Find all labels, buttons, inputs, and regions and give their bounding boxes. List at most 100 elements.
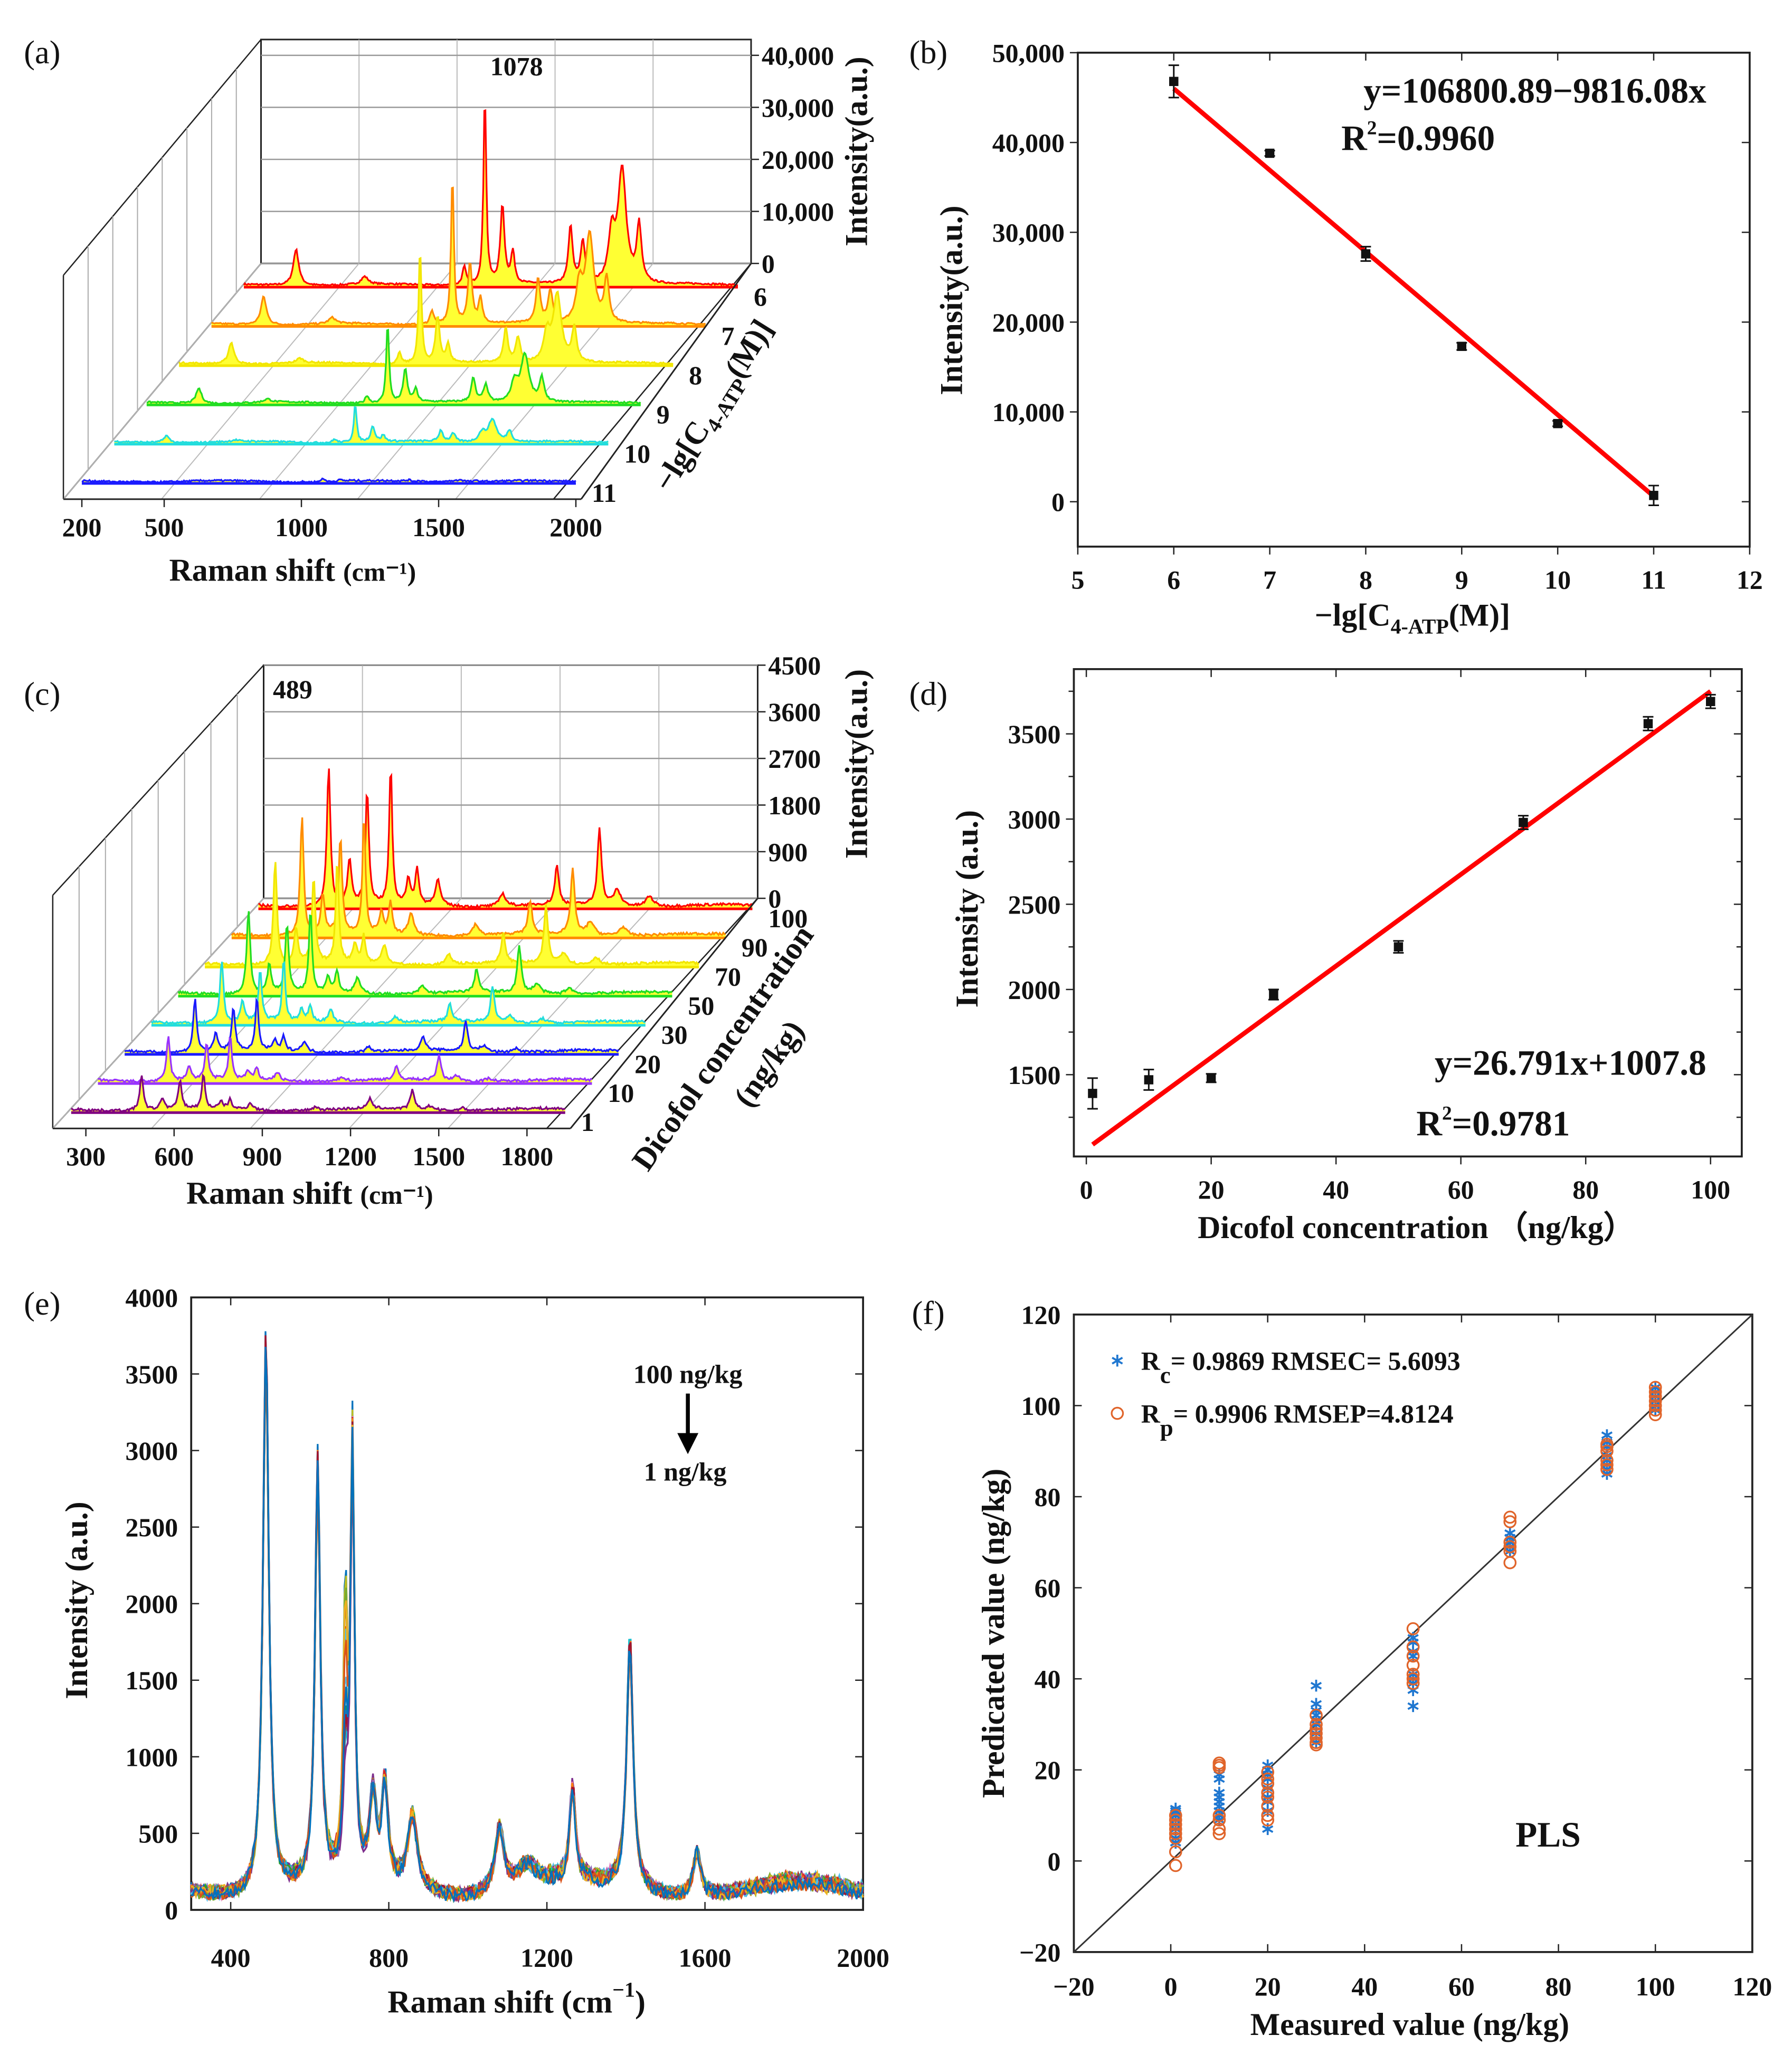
x-tick-label: 500 xyxy=(145,513,184,542)
data-point xyxy=(1269,990,1278,1000)
prediction-point xyxy=(1406,1658,1420,1672)
prediction-point xyxy=(1310,1718,1323,1731)
prediction-point xyxy=(1212,1827,1226,1840)
spectrum-line xyxy=(190,1365,864,1901)
x-tick-label: 400 xyxy=(211,1943,251,1972)
floor-gridline xyxy=(52,898,264,1129)
asterisk-stroke xyxy=(1262,1807,1274,1815)
plot-frame xyxy=(190,1296,864,1911)
prediction-point xyxy=(1261,1765,1275,1779)
x-tick-label: −20 xyxy=(1053,1972,1094,2001)
prediction-point xyxy=(1600,1458,1614,1471)
superscript: 2 xyxy=(1442,1102,1452,1124)
asterisk-stroke xyxy=(1649,1383,1661,1392)
y-tick-label: 2000 xyxy=(125,1590,178,1619)
prediction-point xyxy=(1503,1510,1517,1524)
spectrum-line xyxy=(190,1338,864,1901)
equation: y=106800.89−9816.08x xyxy=(1363,71,1706,111)
spectrum-line xyxy=(190,1342,864,1902)
z-tick-label: 3600 xyxy=(768,698,821,727)
spectrum-line xyxy=(190,1347,864,1900)
y-tick-label: 3500 xyxy=(125,1360,178,1389)
y-tick-label: 10,000 xyxy=(992,398,1065,427)
panel-e: 400 800 1200 1600 2000 0 500 1000 1500 2000 2500 30… xyxy=(24,1283,889,2020)
asterisk-stroke xyxy=(1112,1356,1123,1365)
x-tick-label: 1000 xyxy=(275,513,328,542)
r-squared: R2=0.9781 xyxy=(1416,1102,1570,1143)
prediction-point xyxy=(1310,1708,1323,1722)
spectrum-line xyxy=(190,1374,864,1901)
x-tick-label: 60 xyxy=(1448,1972,1475,2001)
depth-axis xyxy=(570,898,758,1129)
x-tick-label: 20 xyxy=(1198,1175,1225,1204)
floor-gridline xyxy=(357,263,556,500)
spectrum-line xyxy=(190,1354,864,1899)
z-tick-label: 20,000 xyxy=(762,145,834,174)
spectrum-line xyxy=(191,1359,864,1903)
z-tick-label: 30,000 xyxy=(762,93,834,122)
prediction-point xyxy=(1600,1462,1614,1476)
x-axis-title: Measured value (ng/kg) xyxy=(1250,2007,1569,2042)
legend-stats: = 0.9906 RMSEP=4.8124 xyxy=(1173,1400,1454,1429)
asterisk-stroke xyxy=(1310,1729,1322,1737)
prediction-point xyxy=(1169,1822,1182,1836)
spectrum-line xyxy=(190,1341,864,1901)
x-tick-label: 11 xyxy=(1641,566,1666,595)
series-fill-7 xyxy=(211,187,706,327)
z-tick-label: 4500 xyxy=(768,651,821,680)
y-tick-label: 120 xyxy=(1021,1300,1061,1329)
prediction-point xyxy=(1600,1444,1614,1458)
spectrum-line xyxy=(190,1341,864,1900)
data-point xyxy=(1144,1075,1154,1085)
prediction-point xyxy=(1212,1756,1226,1770)
data-point xyxy=(1169,77,1179,87)
y-tick-label: 2500 xyxy=(1008,890,1061,919)
back-wall xyxy=(262,664,766,899)
y-tick-label: 40 xyxy=(1035,1665,1061,1694)
x-tick-label: 2000 xyxy=(549,513,602,542)
y-axis-title: Intensity (a.u.) xyxy=(950,810,984,1007)
asterisk-stroke xyxy=(1407,1648,1419,1656)
prediction-point xyxy=(1406,1622,1420,1635)
x-tick-label: 0 xyxy=(1080,1175,1093,1204)
spectrum-line xyxy=(191,1335,864,1903)
asterisk-stroke xyxy=(1310,1700,1322,1708)
prediction-point xyxy=(1310,1722,1323,1736)
z-tick-label: 10,000 xyxy=(762,197,834,226)
x-tick-label: 2000 xyxy=(837,1943,889,1972)
subscript: p xyxy=(1160,1414,1173,1441)
x-tick-label: 900 xyxy=(243,1142,282,1171)
y-tick-label: 20 xyxy=(1035,1756,1061,1785)
spectrum-line xyxy=(190,1349,864,1901)
x-tick-label: 12 xyxy=(1737,566,1763,595)
prediction-point xyxy=(1406,1668,1420,1681)
x-axis-title: Raman shift (cm⁻¹) xyxy=(186,1176,433,1211)
prediction-point xyxy=(1261,1786,1275,1800)
prediction-point xyxy=(1212,1822,1226,1836)
r-squared-value: =0.9781 xyxy=(1452,1104,1570,1143)
data-point xyxy=(1361,249,1371,259)
x-tick-label: 200 xyxy=(62,513,102,542)
data-point xyxy=(1705,697,1715,706)
x-tick-label: 60 xyxy=(1448,1175,1474,1204)
prediction-point xyxy=(1600,1453,1614,1467)
x-tick-label: 10 xyxy=(1544,566,1571,595)
x-axis-unit: (cm⁻¹) xyxy=(360,1181,433,1210)
prediction-point xyxy=(1169,1831,1182,1845)
spectrum-line xyxy=(190,1331,864,1901)
annotation-top: 100 ng/kg xyxy=(633,1360,743,1389)
legend-entry-prediction: Rp= 0.9906 RMSEP=4.8124 xyxy=(1141,1400,1454,1441)
panel-f: −20 0 20 40 60 80 100 120 −20 0 20 40 60 80 100 120 (f) R… xyxy=(912,1295,1772,2042)
y-axis-title: Intensity(a.u.) xyxy=(934,205,969,395)
calibration-point xyxy=(1407,1700,1419,1713)
x-axis-title: Dicofol concentration （ng/kg） xyxy=(1198,1210,1635,1245)
series-fill-9 xyxy=(146,330,641,405)
legend-entry-calibration: Rc= 0.9869 RMSEC= 5.6093 xyxy=(1141,1347,1461,1388)
x-tick-label: 600 xyxy=(154,1142,194,1171)
prediction-point xyxy=(1169,1845,1182,1859)
series-fill-50 xyxy=(178,911,672,996)
legend-marker-prediction xyxy=(1111,1406,1124,1420)
panel-c: (c)0900180027003600450010090705030201013… xyxy=(24,651,874,1211)
y-axis-title: Predicated value (ng/kg) xyxy=(976,1469,1011,1798)
z-axis-title: Intensity(a.u.) xyxy=(839,56,874,246)
